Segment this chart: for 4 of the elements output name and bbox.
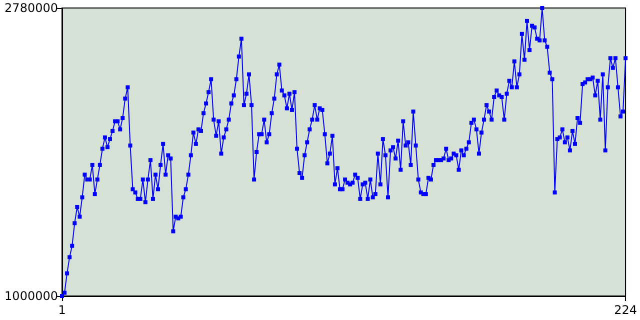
y-tick-label: 1000000 <box>4 289 58 303</box>
x-tick-label: 224 <box>614 303 637 317</box>
y-tick-label: 2780000 <box>4 1 58 15</box>
x-tick-label: 1 <box>58 303 66 317</box>
